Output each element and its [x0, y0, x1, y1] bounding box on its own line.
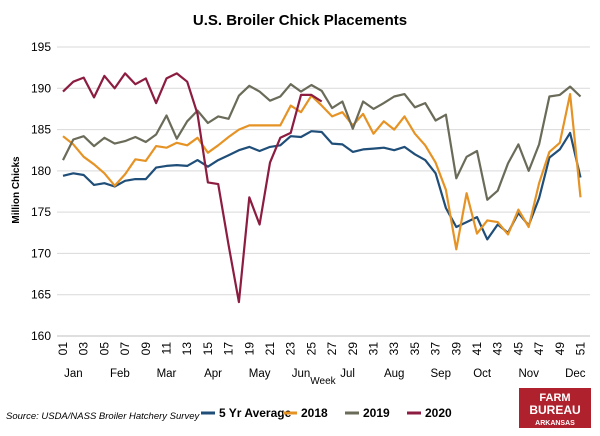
y-axis-label: Million Chicks — [11, 156, 22, 224]
month-label: Nov — [519, 368, 540, 380]
series-line-2020 — [62, 72, 323, 304]
logo-farm: FARM — [539, 392, 570, 404]
x-tick-label: 43 — [491, 342, 505, 356]
x-tick-label: 15 — [201, 342, 215, 356]
y-axis-ticks: 160 165 170 175 180 185 190 195 — [31, 40, 51, 343]
x-tick-label: 25 — [304, 342, 318, 356]
legend-label: 2020 — [425, 406, 452, 420]
month-label: Jun — [292, 368, 311, 380]
x-tick-label: 03 — [77, 342, 91, 356]
month-label: Feb — [110, 368, 130, 380]
x-tick-label: 37 — [429, 342, 443, 356]
x-tick-label: 45 — [511, 342, 525, 356]
series-line-2019 — [62, 83, 582, 201]
x-tick-label: 35 — [408, 342, 422, 356]
x-tick-label: 49 — [553, 342, 567, 356]
month-label: Sep — [431, 368, 451, 380]
month-labels: Jan Feb Mar Apr May Jun Jul Aug Sep Oct Nov Dec — [64, 368, 586, 380]
series-lines — [62, 72, 582, 304]
month-label: Jan — [64, 368, 83, 380]
x-tick-label: 05 — [97, 342, 111, 356]
x-tick-label: 11 — [159, 342, 173, 355]
month-label: Dec — [565, 368, 586, 380]
x-tick-label: 19 — [242, 342, 256, 356]
x-tick-label: 47 — [532, 342, 546, 356]
x-axis-label: Week — [310, 376, 336, 387]
chart-title: U.S. Broiler Chick Placements — [193, 12, 407, 29]
y-tick-label: 170 — [31, 246, 51, 260]
y-tick-label: 190 — [31, 81, 51, 95]
series-line-2018 — [62, 93, 582, 251]
farm-bureau-logo: FARM BUREAU ARKANSAS — [519, 388, 591, 428]
logo-arkansas: ARKANSAS — [535, 420, 575, 427]
x-tick-label: 13 — [180, 342, 194, 356]
x-tick-label: 21 — [263, 342, 277, 356]
x-tick-label: 01 — [56, 342, 70, 356]
x-tick-label: 31 — [366, 342, 380, 356]
x-tick-label: 09 — [139, 342, 153, 356]
x-tick-label: 07 — [118, 342, 132, 356]
legend-label: 2019 — [363, 406, 390, 420]
logo-background — [519, 388, 591, 428]
source-note: Source: USDA/NASS Broiler Hatchery Surve… — [6, 411, 200, 422]
x-tick-label: 39 — [449, 342, 463, 356]
x-axis-ticks: 01 03 05 07 09 11 13 15 17 19 21 23 25 27 29 31 33 35 37 39… — [56, 342, 587, 356]
x-tick-label: 51 — [573, 342, 587, 356]
series-line-5-yr-average — [62, 130, 582, 241]
x-tick-label: 29 — [346, 342, 360, 356]
legend-label: 2018 — [301, 406, 328, 420]
logo-bureau: BUREAU — [529, 403, 580, 417]
y-tick-label: 185 — [31, 123, 51, 137]
legend: 5 Yr Average 2018 2019 2020 — [201, 406, 452, 420]
y-tick-label: 165 — [31, 288, 51, 302]
month-label: Oct — [473, 368, 492, 380]
x-tick-label: 41 — [470, 342, 484, 356]
legend-label: 5 Yr Average — [219, 406, 292, 420]
month-label: Aug — [384, 368, 404, 380]
y-tick-label: 175 — [31, 205, 51, 219]
month-label: May — [249, 368, 271, 380]
month-label: Mar — [157, 368, 177, 380]
x-tick-label: 23 — [284, 342, 298, 356]
month-label: Jul — [340, 368, 355, 380]
month-label: Apr — [204, 368, 222, 380]
x-tick-label: 27 — [325, 342, 339, 356]
y-tick-label: 195 — [31, 40, 51, 54]
y-tick-label: 160 — [31, 329, 51, 343]
x-tick-label: 17 — [222, 342, 236, 356]
x-tick-label: 33 — [387, 342, 401, 356]
y-tick-label: 180 — [31, 164, 51, 178]
gridlines — [57, 46, 590, 296]
